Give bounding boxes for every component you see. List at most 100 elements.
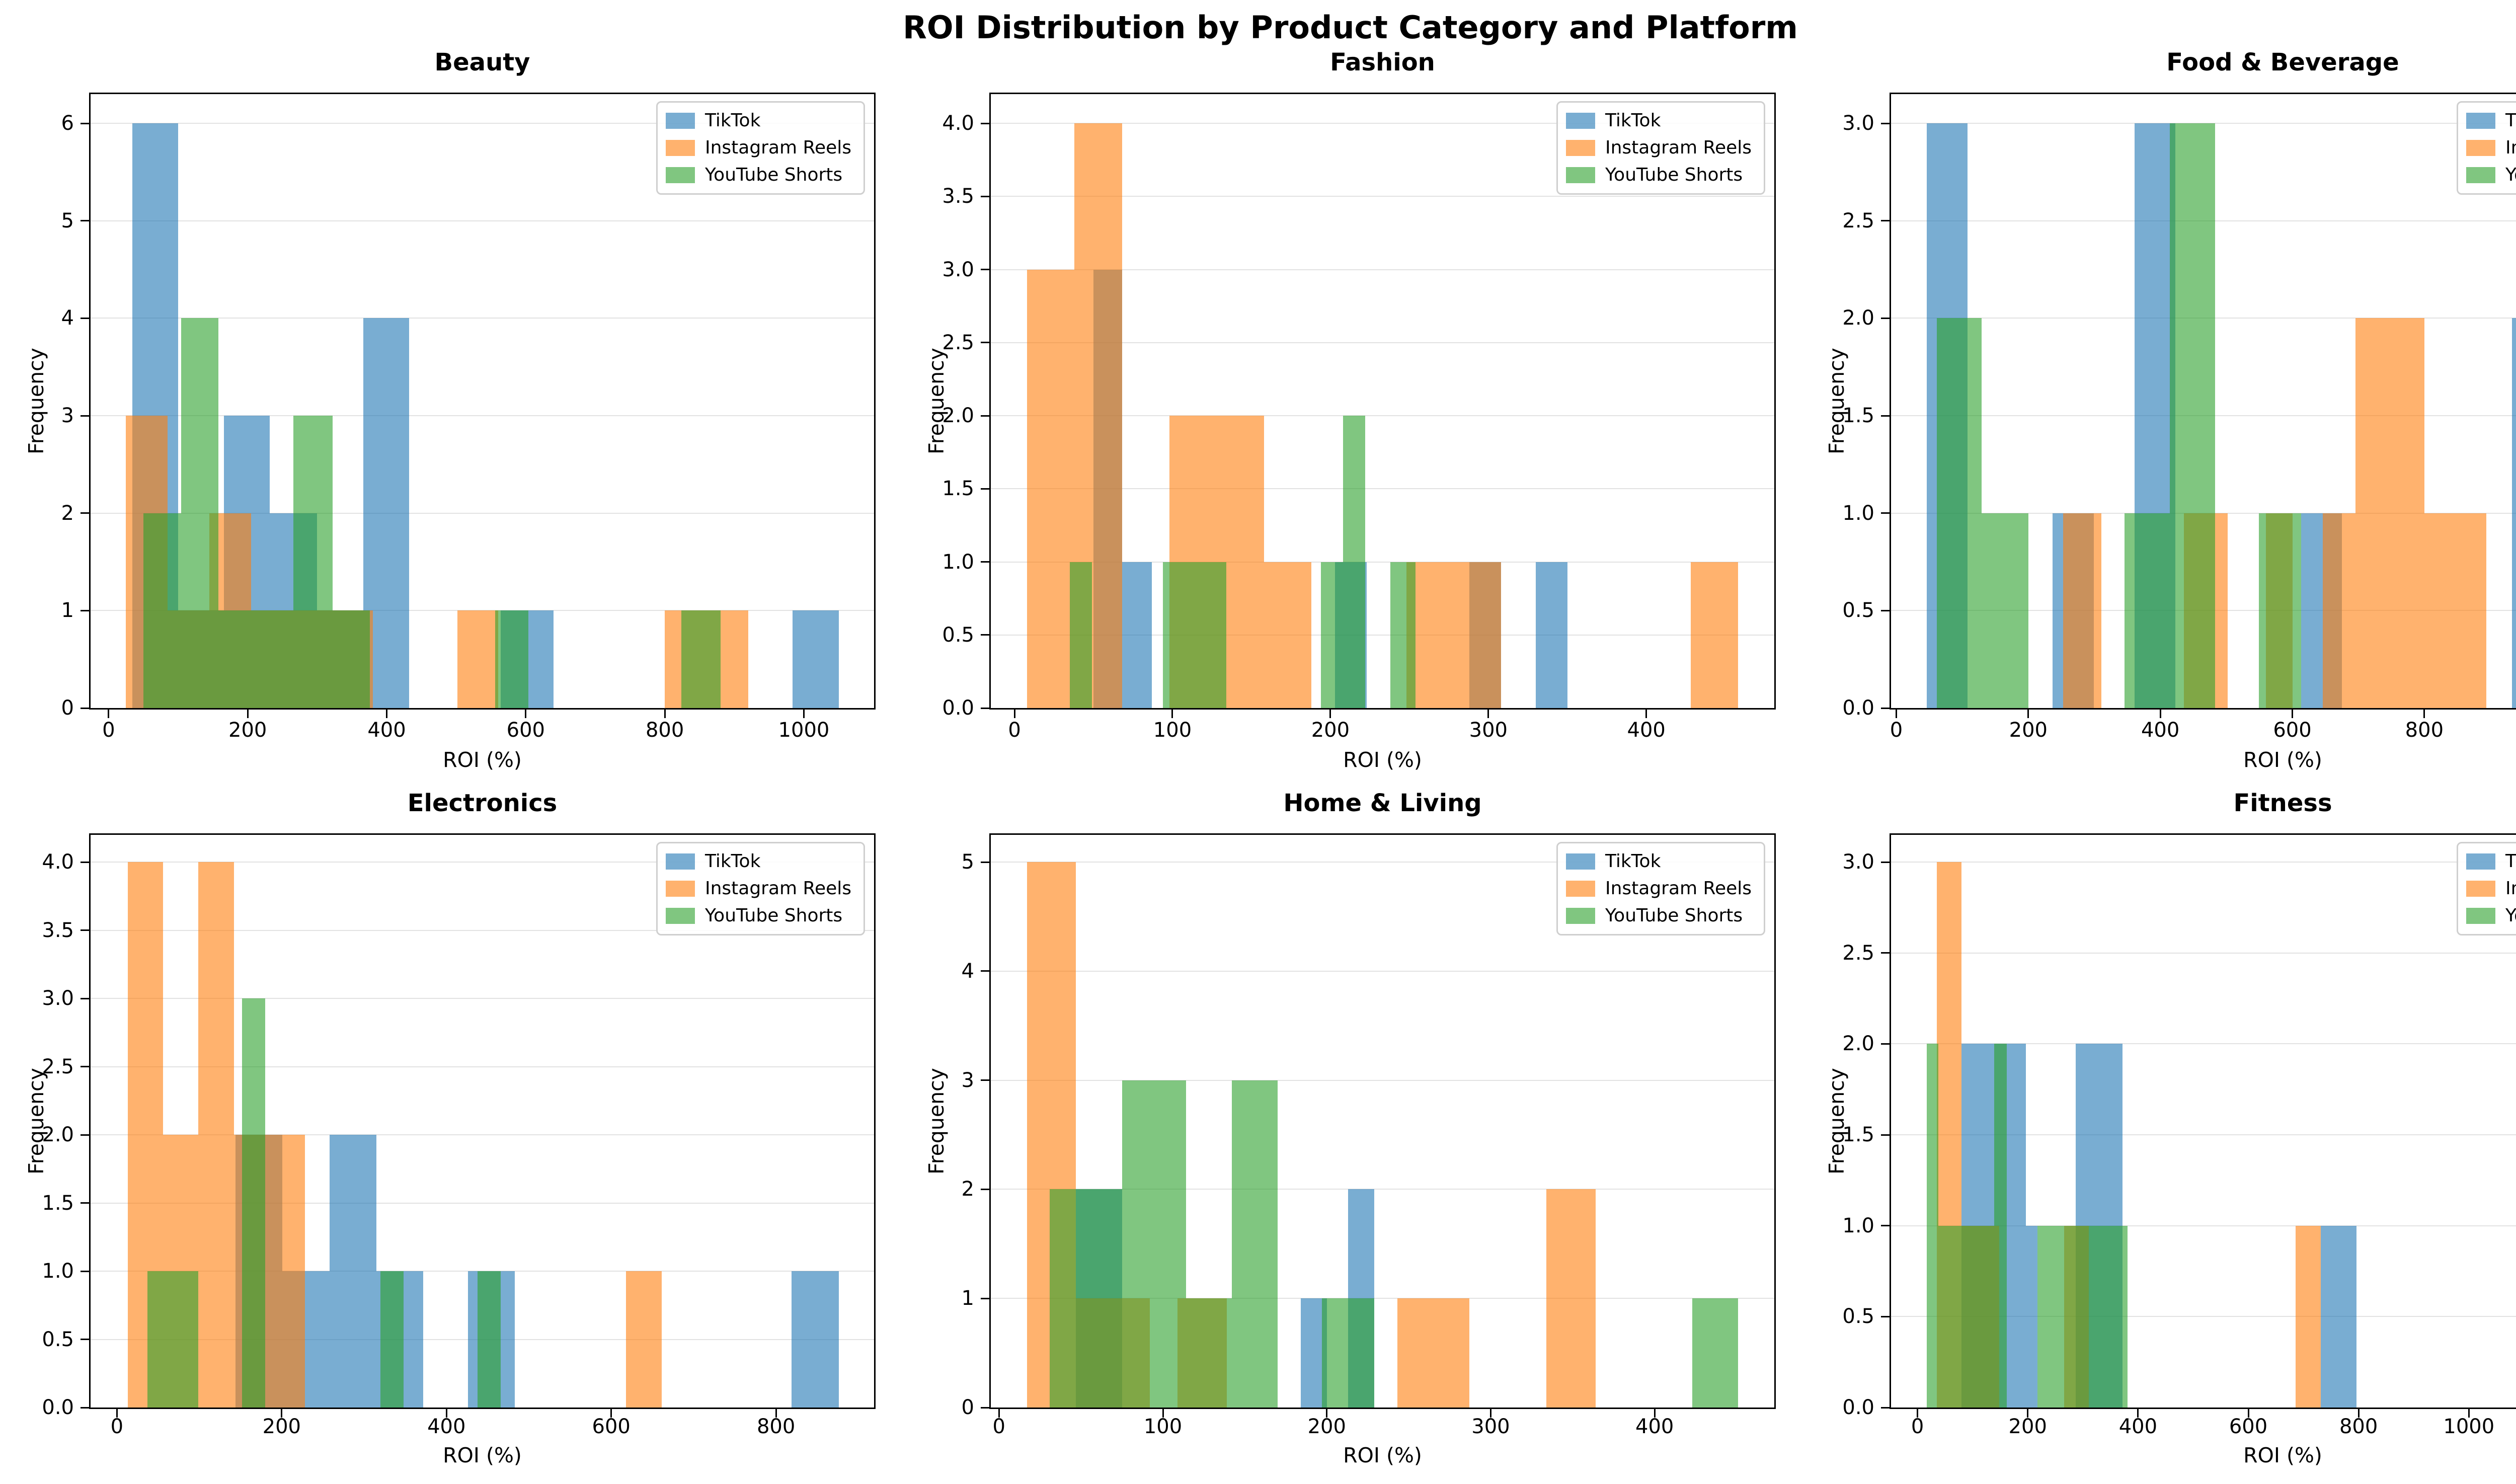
gridline-y (91, 318, 874, 319)
hist-bar-youtube-shorts (293, 416, 333, 708)
axes-food-beverage: TikTok Instagram Reels YouTube Shorts (1890, 93, 2516, 710)
hist-bar-instagram-reels (269, 1135, 305, 1408)
x-tick-mark (1171, 710, 1173, 718)
y-tick-label: 3.0 (1842, 112, 1874, 135)
y-axis-label: Frequency (924, 1068, 949, 1175)
legend-label: YouTube Shorts (704, 905, 843, 926)
hist-bar-tiktok (2320, 1225, 2356, 1408)
legend-swatch-instagram-reels (2466, 140, 2495, 156)
y-tick-mark (81, 1134, 89, 1136)
y-tick-label: 0.5 (942, 623, 974, 647)
axes-home-living: TikTok Instagram Reels YouTube Shorts (989, 833, 1776, 1409)
y-tick-mark (981, 415, 989, 417)
x-tick-mark (386, 710, 388, 718)
gridline-y (991, 561, 1774, 563)
legend-swatch-instagram-reels (1565, 881, 1595, 897)
hist-bar-youtube-shorts (2064, 1225, 2096, 1408)
x-tick-label: 800 (756, 1415, 796, 1438)
y-tick-mark (1881, 415, 1890, 417)
x-tick-label: 0 (110, 1415, 124, 1438)
hist-bar-youtube-shorts (1390, 562, 1416, 708)
y-tick-label: 3 (961, 1068, 974, 1092)
hist-bar-youtube-shorts (380, 1271, 404, 1408)
x-tick-label: 0 (1008, 719, 1021, 742)
subplot-title-beauty: Beauty (434, 48, 530, 76)
gridline-y (1891, 952, 2516, 954)
y-tick-mark (1881, 122, 1890, 124)
gridline-y (991, 862, 1774, 863)
x-tick-label: 1000 (778, 719, 830, 742)
y-tick-label: 3.0 (942, 258, 974, 281)
x-tick-mark (2027, 1409, 2029, 1418)
y-axis-label: Frequency (1825, 348, 1849, 454)
gridline-y (91, 610, 874, 611)
x-axis-label: ROI (%) (2243, 748, 2322, 772)
y-axis-label: Frequency (924, 348, 949, 454)
hist-bar-youtube-shorts (1050, 1189, 1122, 1408)
x-axis-label: ROI (%) (1343, 1443, 1422, 1467)
y-tick-label: 0 (61, 696, 74, 720)
x-tick-label: 600 (2273, 719, 2312, 742)
legend-item-youtube-shorts: YouTube Shorts (665, 164, 851, 186)
gridline-y (991, 196, 1774, 197)
y-tick-label: 3.0 (42, 987, 74, 1010)
subplot-title-fitness: Fitness (2233, 789, 2332, 817)
x-tick-label: 200 (2008, 1415, 2047, 1438)
y-tick-mark (1881, 1315, 1890, 1317)
legend-label: Instagram Reels (2505, 878, 2516, 899)
y-tick-mark (81, 317, 89, 319)
x-tick-label: 300 (1469, 719, 1508, 742)
y-tick-mark (981, 707, 989, 709)
figure-title: ROI Distribution by Product Category and… (903, 9, 1798, 46)
legend-label: TikTok (704, 851, 761, 872)
hist-bar-youtube-shorts (1970, 1225, 1994, 1408)
y-axis-label: Frequency (1825, 1068, 1849, 1175)
y-tick-label: 4.0 (942, 112, 974, 135)
gridline-y (91, 220, 874, 221)
y-tick-label: 5 (961, 850, 974, 874)
hist-bar-youtube-shorts (1231, 1080, 1278, 1408)
x-axis-label: ROI (%) (2243, 1443, 2322, 1467)
axes-fashion: TikTok Instagram Reels YouTube Shorts (989, 93, 1776, 710)
x-tick-mark (998, 1409, 1000, 1418)
y-tick-label: 0.5 (42, 1327, 74, 1351)
y-tick-label: 2.0 (42, 1123, 74, 1147)
legend-item-tiktok: TikTok (1565, 110, 1752, 132)
x-tick-mark (2137, 1409, 2139, 1418)
hist-bar-youtube-shorts (1321, 1298, 1375, 1408)
y-tick-label: 1.0 (42, 1260, 74, 1283)
gridline-y (91, 862, 874, 863)
x-tick-mark (2292, 710, 2294, 718)
hist-bar-youtube-shorts (495, 610, 529, 708)
hist-bar-youtube-shorts (256, 610, 294, 708)
x-tick-mark (445, 1409, 447, 1418)
legend-swatch-youtube-shorts (665, 167, 695, 183)
y-tick-mark (81, 997, 89, 999)
legend-item-instagram-reels: Instagram Reels (2466, 878, 2516, 900)
legend-item-instagram-reels: Instagram Reels (665, 878, 851, 900)
y-tick-mark (81, 1202, 89, 1204)
hist-bar-instagram-reels (2296, 1225, 2321, 1408)
legend-swatch-tiktok (665, 113, 695, 129)
legend-item-youtube-shorts: YouTube Shorts (1565, 905, 1752, 927)
y-tick-label: 1 (61, 599, 74, 622)
legend-item-youtube-shorts: YouTube Shorts (2466, 905, 2516, 927)
x-tick-label: 400 (427, 1415, 466, 1438)
legend-swatch-instagram-reels (2466, 881, 2495, 897)
y-tick-mark (1881, 707, 1890, 709)
axes-fitness: TikTok Instagram Reels YouTube Shorts (1890, 833, 2516, 1409)
x-tick-mark (1917, 1409, 1919, 1418)
x-tick-label: 200 (262, 1415, 301, 1438)
gridline-y (1891, 1043, 2516, 1045)
legend-swatch-instagram-reels (665, 881, 695, 897)
hist-bar-youtube-shorts (1343, 416, 1365, 708)
y-tick-label: 2.0 (1842, 1032, 1874, 1056)
y-tick-mark (981, 861, 989, 863)
x-tick-mark (1162, 1409, 1164, 1418)
subplot-title-fashion: Fashion (1330, 48, 1435, 76)
y-tick-mark (1881, 220, 1890, 222)
hist-bar-tiktok (793, 610, 839, 708)
x-tick-label: 800 (2405, 719, 2444, 742)
gridline-y (991, 123, 1774, 124)
y-tick-label: 0.0 (1842, 1396, 1874, 1419)
